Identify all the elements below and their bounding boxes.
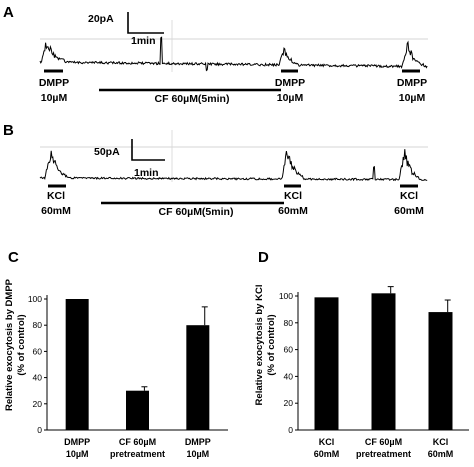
panel-c-category-1-line2: 10µM [66, 449, 89, 459]
panel-d-category-1-line1: KCl [319, 437, 335, 447]
panel-d-letter: D [258, 249, 269, 266]
panel-b-marker-1-dose: 60mM [41, 205, 71, 217]
panel-b: B 50pA 1min KCl 60mM KCl 60mM KCl 60mM C… [3, 122, 428, 218]
panel-b-treatment-label: CF 60µM(5min) [159, 206, 234, 218]
panel-c-category-3-line2: 10µM [186, 449, 209, 459]
panel-c-category-2-line2: pretreatment [110, 449, 165, 459]
panel-a-marker-3-name: DMPP [397, 77, 427, 89]
panel-c-ylabel-line1: Relative exocytosis by DMPP [4, 278, 15, 411]
panel-c-ytick-label: 40 [33, 373, 43, 383]
panel-a-treatment-label: CF 60µM(5min) [155, 93, 230, 105]
panel-b-marker-3-name: KCl [400, 190, 418, 202]
panel-a-scale-bar [127, 12, 164, 34]
panel-b-letter: B [3, 122, 14, 139]
panel-c-ytick-label: 60 [33, 346, 43, 356]
panel-c-category-2-line1: CF 60µM [119, 437, 156, 447]
panel-d-ylabel-line1: Relative exocytosis by KCl [254, 285, 265, 406]
panel-a-marker-3-dose: 10µM [399, 92, 426, 104]
panel-b-current-trace [39, 149, 428, 182]
panel-c-category-3-line1: DMPP [185, 437, 211, 447]
panel-d-bar-chart: D Relative exocytosis by KCl (% of contr… [254, 249, 469, 459]
panel-d-ylabel-line2: (% of control) [266, 314, 277, 375]
panel-a-marker-2-dose: 10µM [277, 92, 304, 104]
panel-b-marker-1-name: KCl [47, 190, 65, 202]
panel-c-ytick-label: 80 [33, 320, 43, 330]
panel-d-ytick-label: 80 [284, 318, 294, 328]
panel-c-bar-3 [186, 325, 210, 430]
panel-a-letter: A [3, 4, 14, 21]
panel-a: A 20pA 1min DMPP 10µM DMPP 10µM DMPP 10µ… [3, 4, 428, 105]
panel-a-current-trace [39, 36, 428, 72]
panel-d-bar-2 [371, 293, 396, 430]
panel-a-marker-1-name: DMPP [39, 77, 69, 89]
panel-c-bar-1 [65, 299, 89, 430]
panel-c-ytick-label: 0 [37, 425, 42, 435]
panel-d-category-3-line1: KCl [433, 437, 449, 447]
panel-a-scale-time: 1min [131, 35, 156, 47]
panel-c-category-1-line1: DMPP [64, 437, 90, 447]
panel-a-scale-current: 20pA [88, 13, 114, 25]
panel-d-ytick-label: 0 [288, 425, 293, 435]
panel-d-category-3-line2: 60mM [428, 449, 454, 459]
panel-b-scale-bar [131, 139, 165, 161]
panel-c-ytick-label: 20 [33, 399, 43, 409]
panel-d-category-2-line2: pretreatment [356, 449, 411, 459]
panel-b-marker-2-name: KCl [284, 190, 302, 202]
panel-a-marker-1-dose: 10µM [41, 92, 68, 104]
panel-d-ytick-label: 40 [284, 371, 294, 381]
panel-d-bar-3 [428, 312, 453, 430]
panel-a-marker-2-name: DMPP [275, 77, 305, 89]
panel-d-ytick-label: 20 [284, 398, 294, 408]
panel-d-category-2-line1: CF 60µM [365, 437, 402, 447]
panel-b-marker-2-dose: 60mM [278, 205, 308, 217]
panel-b-scale-time: 1min [134, 167, 159, 179]
panel-c-ytick-label: 100 [28, 294, 42, 304]
panel-b-scale-current: 50pA [94, 146, 120, 158]
panel-c-bar-chart: C Relative exocytosis by DMPP (% of cont… [4, 249, 228, 459]
panel-c-bar-2 [126, 390, 149, 430]
panel-c-ylabel-line2: (% of control) [16, 314, 27, 375]
panel-d-ytick-label: 60 [284, 345, 294, 355]
panel-d-category-1-line2: 60mM [314, 449, 340, 459]
panel-d-bar-1 [314, 297, 339, 430]
panel-c-letter: C [8, 249, 19, 266]
panel-d-ytick-label: 100 [279, 291, 293, 301]
panel-b-marker-3-dose: 60mM [394, 205, 424, 217]
